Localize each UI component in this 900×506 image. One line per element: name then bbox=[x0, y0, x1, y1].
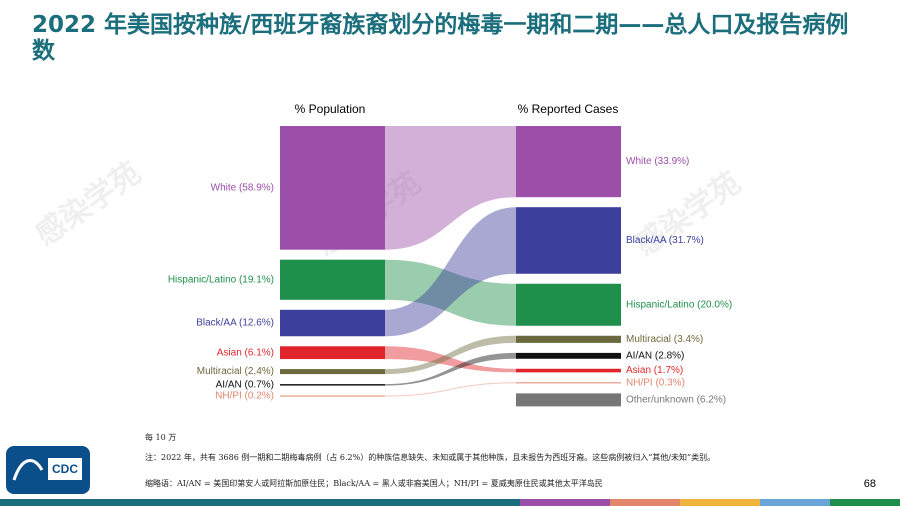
flow bbox=[385, 352, 516, 386]
left-title: % Population bbox=[295, 102, 366, 116]
node bbox=[280, 369, 385, 375]
node bbox=[280, 126, 385, 250]
node-label: Hispanic/Latino (19.1%) bbox=[168, 274, 274, 285]
node-label: Multiracial (2.4%) bbox=[197, 366, 274, 377]
node-label: AI/AN (0.7%) bbox=[216, 379, 274, 390]
stripe bbox=[520, 499, 610, 506]
node bbox=[516, 207, 621, 274]
node bbox=[516, 382, 621, 384]
flow bbox=[385, 346, 516, 373]
flow bbox=[385, 126, 516, 250]
logo-badge bbox=[48, 458, 82, 480]
node-label: Hispanic/Latino (20.0%) bbox=[626, 299, 732, 310]
page-number: 68 bbox=[864, 478, 876, 490]
node-label: White (58.9%) bbox=[211, 182, 274, 193]
node-label: White (33.9%) bbox=[626, 156, 689, 167]
node-label: NH/PI (0.2%) bbox=[215, 391, 274, 402]
flow bbox=[385, 382, 516, 397]
watermark: 感染学苑 bbox=[29, 156, 147, 253]
node-label: AI/AN (2.8%) bbox=[626, 350, 684, 361]
node bbox=[280, 346, 385, 360]
node bbox=[516, 335, 621, 343]
slide-title: 2022 年美国按种族/西班牙裔族裔划分的梅毒一期和二期——总人口及报告病例数 bbox=[32, 12, 849, 64]
node bbox=[280, 259, 385, 300]
unit-note: 每 10 万 bbox=[145, 433, 177, 442]
node bbox=[516, 126, 621, 198]
node-label: NH/PI (0.3%) bbox=[626, 377, 685, 388]
node bbox=[280, 395, 385, 397]
stripe bbox=[830, 499, 900, 506]
stripe bbox=[0, 499, 520, 506]
flow bbox=[385, 335, 516, 375]
node bbox=[516, 283, 621, 326]
node bbox=[280, 309, 385, 337]
abbreviations: 缩略语：AI/AN = 美国印第安人或阿拉斯加原住民；Black/AA = 黑人… bbox=[145, 479, 603, 488]
node bbox=[280, 384, 385, 386]
node bbox=[516, 393, 621, 407]
right-title: % Reported Cases bbox=[518, 102, 619, 116]
footnote: 注：2022 年，共有 3686 例一期和二期梅毒病例（占 6.2%）的种族信息… bbox=[145, 453, 716, 462]
stripe bbox=[680, 499, 760, 506]
watermark: 感染学苑 bbox=[629, 166, 747, 263]
stripe bbox=[760, 499, 830, 506]
flow bbox=[385, 259, 516, 326]
node bbox=[516, 368, 621, 373]
logo-emblem bbox=[12, 459, 44, 481]
node-label: Asian (6.1%) bbox=[217, 347, 274, 358]
cdc-logo: CDC bbox=[6, 446, 90, 494]
node-label: Asian (1.7%) bbox=[626, 365, 683, 376]
footer-stripe bbox=[0, 499, 900, 506]
node-label: Black/AA (12.6%) bbox=[196, 318, 274, 329]
flows bbox=[385, 126, 516, 397]
logo-text: CDC bbox=[52, 462, 78, 476]
node-label: Black/AA (31.7%) bbox=[626, 235, 704, 246]
node-label: Multiracial (3.4%) bbox=[626, 334, 703, 345]
node-label: Other/unknown (6.2%) bbox=[626, 395, 726, 406]
node bbox=[516, 352, 621, 359]
flow bbox=[385, 207, 516, 337]
stripe bbox=[610, 499, 680, 506]
